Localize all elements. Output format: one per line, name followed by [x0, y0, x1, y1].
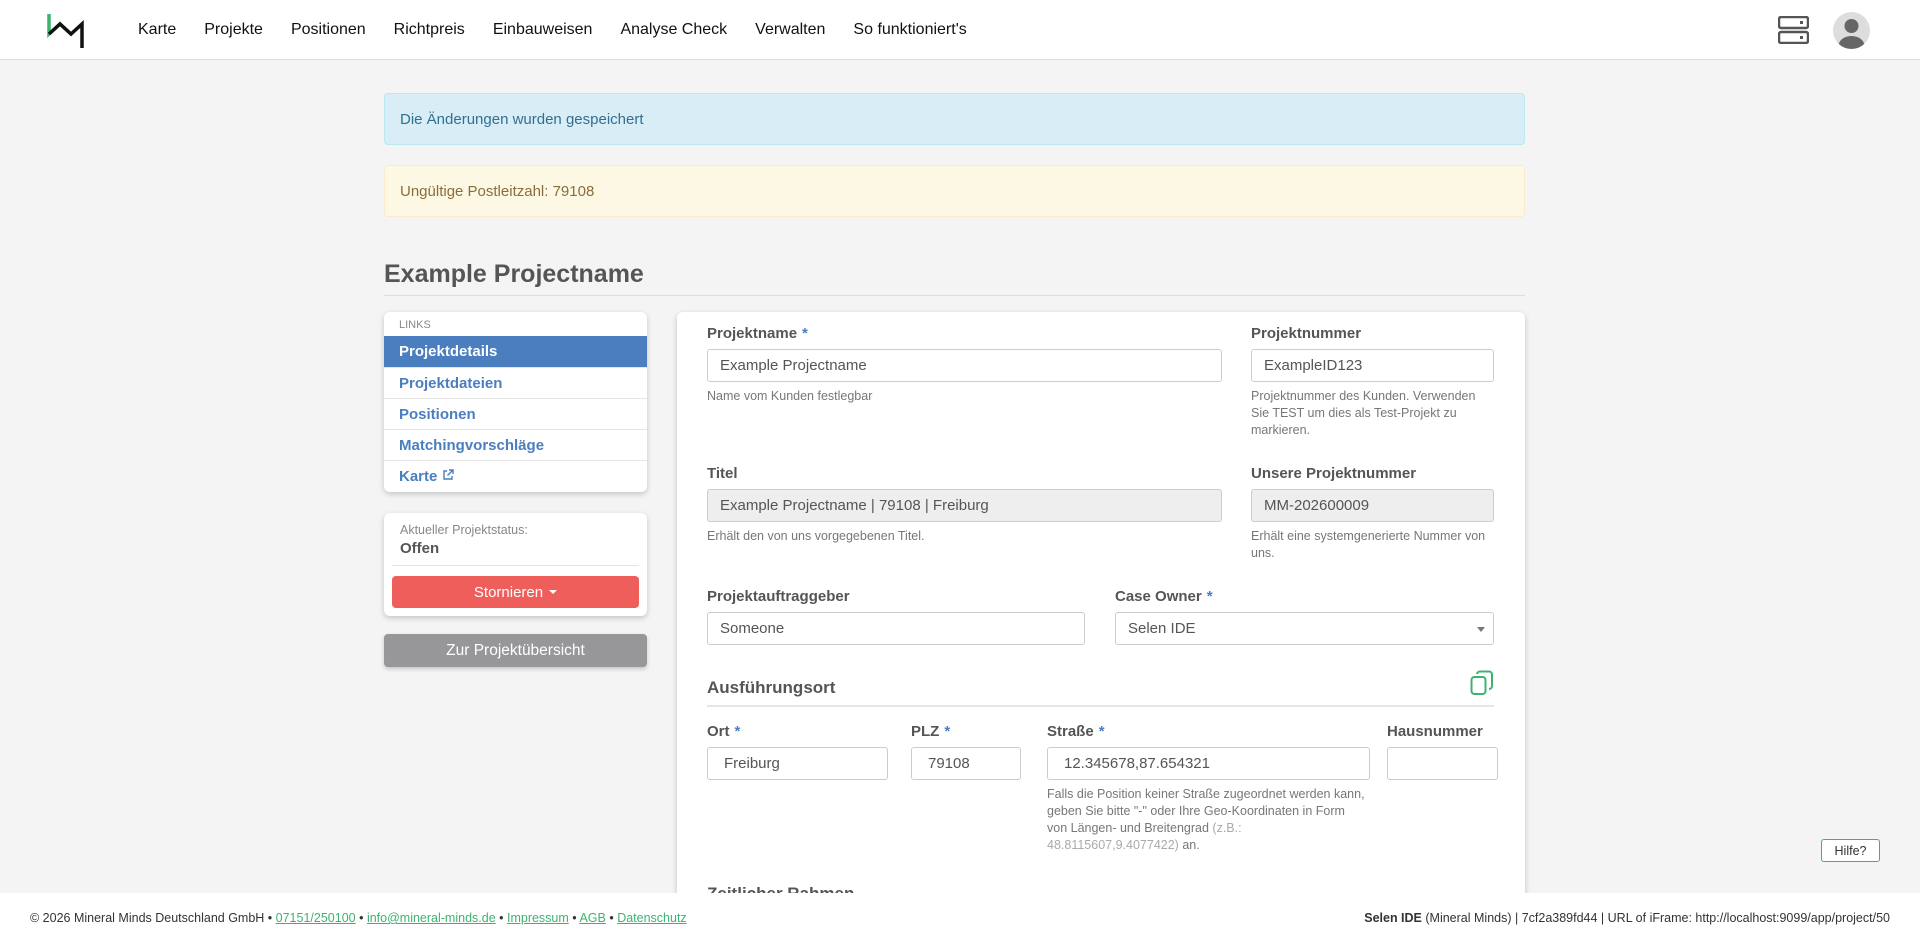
case-owner-select[interactable]: Selen IDE: [1115, 612, 1494, 645]
nav-verwalten[interactable]: Verwalten: [755, 21, 826, 38]
project-status-card: Aktueller Projektstatus: Offen Storniere…: [384, 513, 647, 616]
strasse-label: Straße *: [1047, 723, 1105, 740]
strasse-help: Falls die Position keiner Straße zugeord…: [1047, 787, 1365, 852]
success-alert: Die Änderungen wurden gespeichert: [384, 93, 1525, 145]
status-label: Aktueller Projektstatus:: [400, 523, 528, 537]
titel-input: [707, 489, 1222, 522]
unsere-projektnummer-label: Unsere Projektnummer: [1251, 465, 1417, 482]
unsere-projektnummer-help: Erhält eine systemgenerierte Nummer von …: [1251, 529, 1486, 560]
footer: © 2026 Mineral Minds Deutschland GmbH • …: [0, 893, 1920, 943]
strasse-input[interactable]: [1047, 747, 1370, 780]
server-icon[interactable]: [1778, 16, 1809, 44]
stornieren-button[interactable]: Stornieren: [392, 576, 639, 608]
sidebar-item-label: Karte: [399, 468, 438, 485]
plz-label: PLZ *: [911, 723, 951, 740]
sidebar-item-positionen[interactable]: Positionen: [384, 398, 647, 429]
nav-so-funktionierts[interactable]: So funktioniert's: [853, 21, 967, 38]
plz-input[interactable]: [911, 747, 1021, 780]
divider: [384, 295, 1525, 296]
hausnummer-label: Hausnummer: [1387, 723, 1483, 740]
caret-down-icon: [549, 590, 558, 594]
help-button[interactable]: Hilfe?: [1821, 839, 1880, 862]
nav-einbauweisen[interactable]: Einbauweisen: [492, 21, 593, 38]
footer-agb-link[interactable]: AGB: [579, 911, 606, 925]
nav-karte[interactable]: Karte: [138, 21, 177, 38]
stornieren-label: Stornieren: [473, 583, 544, 601]
copy-icon[interactable]: [1470, 670, 1494, 696]
top-navbar: Karte Projekte Positionen Richtpreis Ein…: [0, 0, 1920, 60]
footer-right: Selen IDE (Mineral Minds) | 7cf2a389fd44…: [1364, 911, 1890, 925]
projektnummer-input[interactable]: [1251, 349, 1494, 382]
nav-analyse-check[interactable]: Analyse Check: [620, 21, 728, 38]
main-nav: Karte Projekte Positionen Richtpreis Ein…: [138, 0, 967, 60]
warning-alert: Ungültige Postleitzahl: 79108: [384, 165, 1525, 217]
sidebar-links: LINKS Projektdetails Projektdateien Posi…: [384, 312, 647, 492]
projektnummer-label: Projektnummer: [1251, 325, 1362, 342]
sidebar-item-projektdetails[interactable]: Projektdetails: [384, 336, 647, 367]
projektname-label: Projektname *: [707, 325, 808, 342]
status-value: Offen: [392, 537, 639, 566]
select-arrow-icon: [1477, 627, 1485, 632]
footer-left: © 2026 Mineral Minds Deutschland GmbH • …: [30, 911, 687, 925]
projektauftraggeber-input[interactable]: [707, 612, 1085, 645]
nav-richtpreis[interactable]: Richtpreis: [393, 21, 465, 38]
ort-input[interactable]: [707, 747, 888, 780]
projektnummer-help: Projektnummer des Kunden. Verwenden Sie …: [1251, 389, 1476, 437]
sidebar-header: LINKS: [399, 319, 431, 331]
case-owner-label: Case Owner *: [1115, 588, 1213, 605]
footer-email-link[interactable]: info@mineral-minds.de: [366, 911, 496, 925]
mineral-minds-logo[interactable]: [47, 12, 85, 48]
footer-datenschutz-link[interactable]: Datenschutz: [617, 911, 687, 925]
titel-help: Erhält den von uns vorgegebenen Titel.: [707, 529, 925, 543]
nav-positionen[interactable]: Positionen: [290, 21, 366, 38]
projektname-help: Name vom Kunden festlegbar: [707, 389, 873, 403]
nav-projekte[interactable]: Projekte: [204, 21, 263, 38]
zur-projektuebersicht-button[interactable]: Zur Projektübersicht: [384, 634, 647, 667]
ort-label: Ort *: [707, 723, 741, 740]
projektname-input[interactable]: [707, 349, 1222, 382]
project-details-form: Projektname* Name vom Kunden festlegbar …: [677, 312, 1525, 943]
page-title: Example Projectname: [384, 260, 644, 288]
footer-impressum-link[interactable]: Impressum: [506, 911, 569, 925]
titel-label: Titel: [707, 465, 738, 482]
section-ausfuehrungsort: Ausführungsort: [707, 670, 1494, 707]
sidebar-item-matchingvorschlaege[interactable]: Matchingvorschläge: [384, 429, 647, 460]
external-link-icon: [442, 469, 454, 480]
user-avatar[interactable]: [1833, 12, 1870, 49]
projektauftraggeber-label: Projektauftraggeber: [707, 588, 850, 605]
hausnummer-input[interactable]: [1387, 747, 1498, 780]
footer-phone-link[interactable]: 07151/250100: [275, 911, 356, 925]
unsere-projektnummer-input: [1251, 489, 1494, 522]
sidebar-item-karte[interactable]: Karte: [384, 460, 647, 491]
sidebar-item-projektdateien[interactable]: Projektdateien: [384, 367, 647, 398]
